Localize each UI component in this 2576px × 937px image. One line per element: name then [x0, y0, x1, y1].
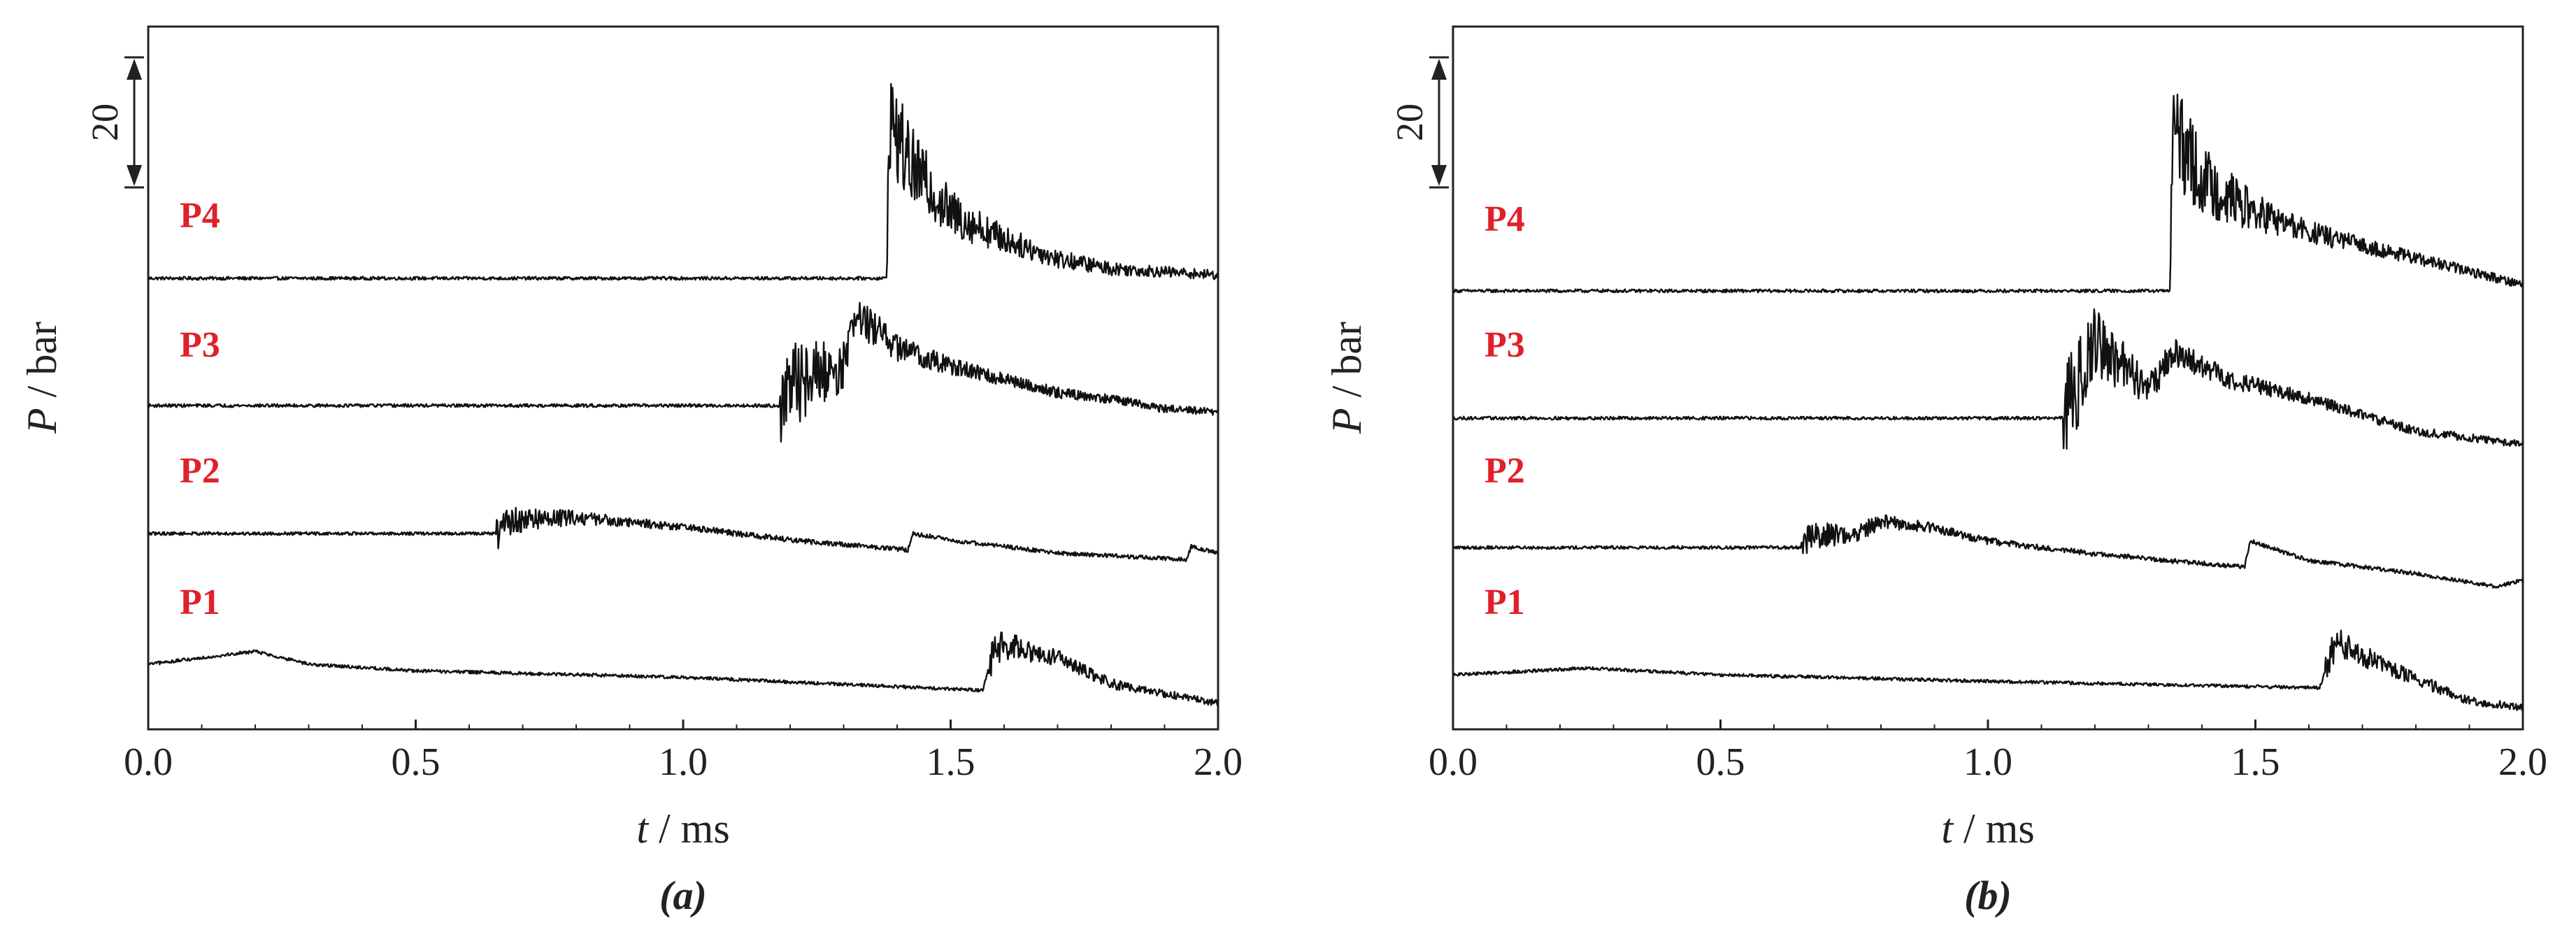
trace-p2	[1452, 514, 2524, 589]
trace-p3	[1452, 308, 2524, 450]
scale-bar-arrow-down	[1431, 165, 1447, 186]
panel-b-frame	[1452, 25, 2524, 731]
panel-a-series-labels: P4 P3 P2 P1	[180, 196, 220, 622]
panel-b-series-labels: P4 P3 P2 P1	[1484, 199, 1525, 622]
x-tick-label: 0.0	[1429, 741, 1477, 784]
trace-p1	[148, 631, 1219, 707]
scale-bar-arrow-down	[127, 165, 142, 186]
trace-p3	[147, 301, 1219, 443]
trace-p4	[147, 83, 1219, 281]
scale-bar-arrow-up	[127, 59, 142, 80]
x-tick-label: 0.5	[392, 741, 441, 784]
panel-b-x-axis-label: t / ms	[1941, 806, 2034, 852]
x-tick-label: 1.5	[926, 741, 975, 784]
scale-bar-arrow-up	[1431, 59, 1447, 80]
series-label-p4: P4	[180, 196, 220, 236]
panel-a-caption: (a)	[659, 873, 707, 918]
panel-b-traces	[1452, 93, 2524, 711]
x-tick-label: 1.0	[659, 741, 708, 784]
panel-a-x-axis-label: t / ms	[636, 806, 729, 852]
x-tick-label: 2.0	[2498, 741, 2547, 784]
panel-b-scale-bar: 20	[1389, 56, 1449, 189]
x-tick-label: 1.5	[2231, 741, 2280, 784]
x-tick-label: 0.5	[1696, 741, 1745, 784]
scale-bar-label: 20	[1389, 103, 1431, 141]
x-tick-label: 0.0	[124, 741, 173, 784]
x-tick-label: 2.0	[1194, 741, 1243, 784]
panel-a-frame	[147, 25, 1219, 731]
panel-b-y-axis-label: P / bar	[1324, 322, 1370, 434]
panel-b-caption: (b)	[1964, 873, 2012, 918]
panel-b-x-ticks: 0.0 0.5 1.0 1.5 2.0	[1429, 720, 2547, 784]
panel-a-traces	[147, 83, 1219, 707]
series-label-p2: P2	[180, 451, 220, 491]
series-label-p3: P3	[180, 325, 220, 365]
series-label-p4: P4	[1484, 199, 1525, 239]
series-label-p1: P1	[1484, 582, 1525, 622]
trace-p4	[1452, 93, 2524, 294]
scale-bar-label: 20	[84, 103, 126, 141]
series-label-p1: P1	[180, 582, 220, 622]
panel-a: 0.0 0.5 1.0 1.5 2.0 P4 P3 P2 P1 20 t / ms P / b…	[19, 25, 1243, 918]
panel-a-scale-bar: 20	[84, 56, 144, 189]
trace-p1	[1452, 629, 2524, 711]
trace-p2	[148, 506, 1219, 562]
series-label-p2: P2	[1484, 451, 1525, 491]
panel-a-y-axis-label: P / bar	[19, 322, 65, 434]
x-tick-label: 1.0	[1963, 741, 2012, 784]
panel-b: 0.0 0.5 1.0 1.5 2.0 P4 P3 P2 P1 20 t / ms P / b…	[1324, 25, 2547, 918]
series-label-p3: P3	[1484, 325, 1525, 365]
panel-a-x-ticks: 0.0 0.5 1.0 1.5 2.0	[124, 720, 1243, 784]
